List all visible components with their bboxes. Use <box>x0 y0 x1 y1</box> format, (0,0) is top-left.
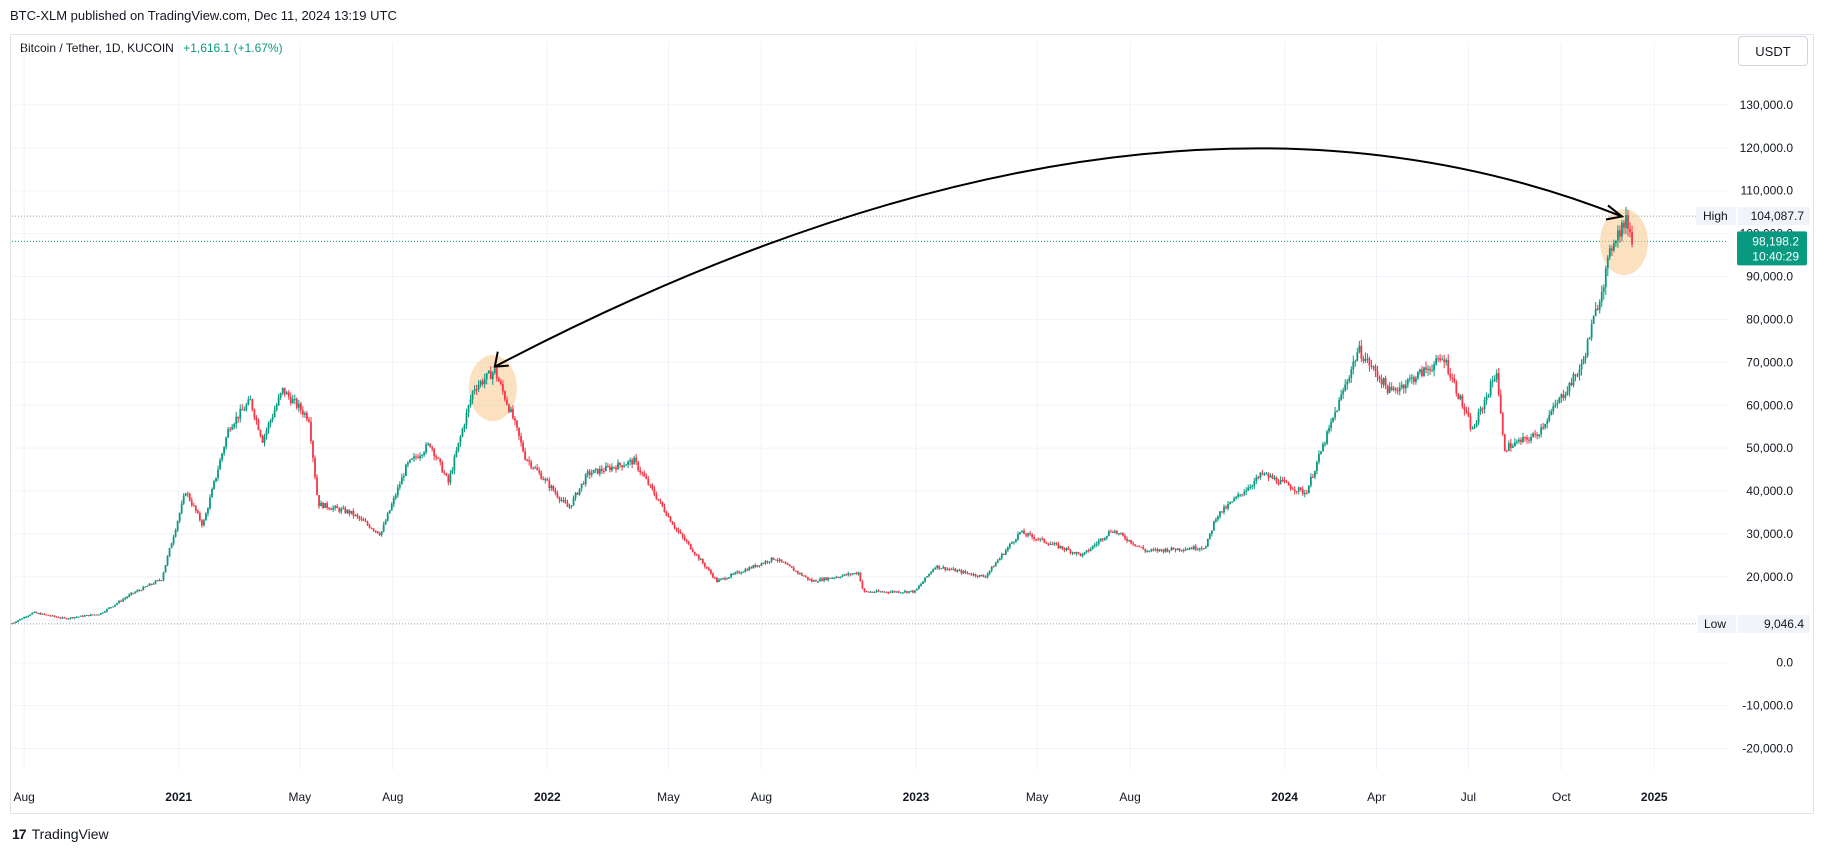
symbol-change: +1,616.1 (+1.67%) <box>183 41 283 55</box>
chart-frame <box>10 34 1814 814</box>
currency-button[interactable]: USDT <box>1738 36 1808 66</box>
symbol-name: Bitcoin / Tether, 1D, KUCOIN <box>20 41 174 55</box>
tradingview-logo-icon: 17 <box>12 826 27 842</box>
symbol-legend[interactable]: Bitcoin / Tether, 1D, KUCOIN +1,616.1 (+… <box>20 41 283 55</box>
published-header: BTC-XLM published on TradingView.com, De… <box>10 8 397 23</box>
tradingview-brand: TradingView <box>31 826 109 842</box>
tradingview-logo[interactable]: 17 TradingView <box>12 826 109 842</box>
